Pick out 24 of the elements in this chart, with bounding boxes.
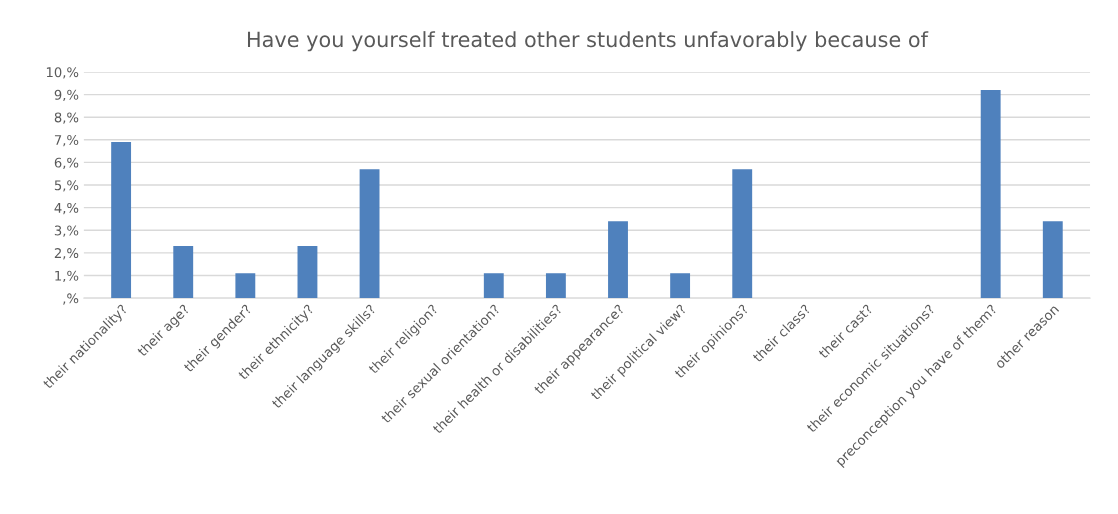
bar	[297, 246, 318, 299]
y-tick-label: 10,%	[46, 67, 79, 79]
y-tick-label: 4,%	[54, 202, 79, 215]
chart-title: Have you yourself treated other students unfavorably because of	[247, 31, 929, 52]
y-tick-label: 9,%	[54, 89, 79, 102]
y-tick-label: 2,%	[54, 248, 79, 260]
bar	[173, 246, 194, 299]
bar	[980, 90, 1001, 299]
y-tick-label: 8,%	[54, 112, 79, 124]
y-tick-label: 1,%	[55, 270, 79, 283]
bar	[235, 273, 256, 299]
bar	[1042, 221, 1063, 299]
y-tick-label: 6,%	[54, 157, 79, 169]
y-tick-label: 5,%	[54, 180, 79, 192]
bar	[359, 169, 380, 299]
bar	[732, 169, 753, 299]
bar	[608, 221, 628, 299]
y-tick-label: 7,%	[54, 135, 79, 147]
y-tick-label: ,%	[63, 293, 79, 305]
bar	[111, 142, 132, 299]
bar	[483, 273, 504, 299]
bar	[545, 273, 566, 299]
y-tick-label: 3,%	[54, 225, 79, 237]
bar	[670, 273, 691, 299]
